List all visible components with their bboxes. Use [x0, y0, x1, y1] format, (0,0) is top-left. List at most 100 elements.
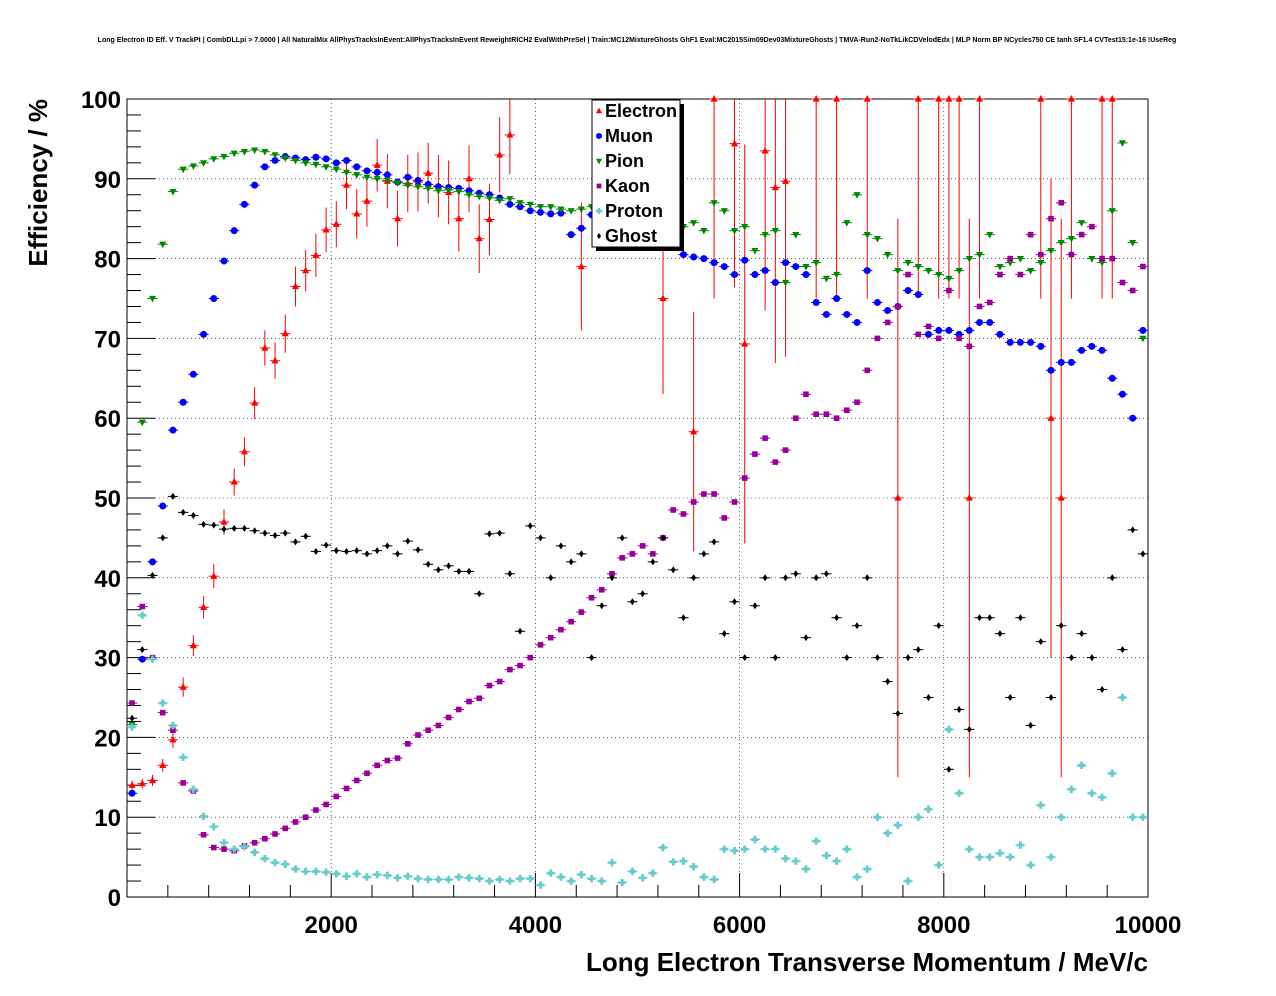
data-point-proton	[638, 874, 647, 882]
data-point-proton	[751, 835, 759, 844]
data-point-kaon	[895, 303, 901, 310]
data-point-kaon	[353, 777, 360, 784]
data-point-pion	[690, 220, 698, 227]
data-point-kaon	[568, 618, 574, 625]
data-point-proton	[996, 849, 1004, 857]
data-point-proton	[250, 848, 259, 856]
data-point-ghost	[231, 524, 237, 532]
legend-marker-electron	[596, 107, 602, 114]
data-point-pion	[363, 174, 371, 182]
data-point-proton	[1108, 769, 1116, 777]
data-point-muon	[863, 267, 871, 275]
data-point-electron	[312, 251, 320, 259]
data-point-electron	[1067, 95, 1075, 102]
data-point-ghost	[813, 574, 819, 582]
data-point-pion	[485, 195, 493, 202]
data-point-proton	[302, 867, 310, 876]
data-point-muon	[843, 310, 851, 318]
data-point-ghost	[190, 512, 196, 520]
data-point-pion	[771, 228, 779, 235]
data-point-muon	[1057, 358, 1065, 366]
data-point-pion	[159, 241, 167, 249]
x-tick-label: 10000	[1115, 912, 1182, 939]
data-point-ghost	[374, 547, 380, 555]
data-point-proton	[1057, 813, 1065, 821]
data-point-ghost	[864, 574, 870, 582]
data-point-ghost	[241, 524, 247, 532]
data-point-pion	[751, 247, 759, 255]
data-point-pion	[761, 232, 769, 239]
data-point-ghost	[823, 570, 829, 578]
data-point-pion	[700, 228, 708, 235]
data-point-electron	[149, 776, 157, 784]
data-point-ghost	[629, 598, 635, 606]
data-point-proton	[281, 860, 289, 868]
data-point-pion	[976, 251, 984, 259]
data-point-proton	[843, 845, 851, 853]
data-point-pion	[884, 251, 892, 259]
data-point-proton	[577, 870, 586, 879]
data-point-kaon	[1037, 251, 1044, 258]
data-point-electron	[169, 735, 177, 743]
data-point-pion	[782, 279, 790, 287]
data-point-ghost	[129, 714, 135, 722]
data-point-kaon	[1058, 199, 1065, 206]
data-point-kaon	[731, 499, 738, 505]
data-point-ghost	[1028, 721, 1034, 729]
data-point-proton	[649, 869, 657, 877]
y-tick-label: 20	[94, 725, 121, 752]
data-point-kaon	[302, 814, 309, 820]
data-point-proton	[1118, 693, 1127, 702]
data-point-muon	[761, 267, 769, 275]
data-point-electron	[261, 343, 269, 351]
data-point-proton	[230, 845, 238, 853]
data-point-kaon	[1027, 231, 1034, 238]
data-point-pion	[1016, 255, 1024, 263]
data-point-electron	[251, 399, 259, 406]
data-point-muon	[251, 181, 259, 189]
data-point-pion	[924, 267, 932, 275]
data-point-ghost	[936, 622, 942, 630]
data-point-muon	[935, 326, 943, 334]
data-point-kaon	[946, 287, 952, 294]
data-point-pion	[1078, 220, 1086, 227]
data-point-proton	[220, 839, 228, 847]
data-point-kaon	[251, 839, 258, 846]
data-point-ghost	[344, 547, 349, 555]
data-point-electron	[271, 356, 279, 364]
data-point-ghost	[1140, 550, 1146, 558]
data-point-pion	[1037, 259, 1045, 267]
data-point-muon	[1016, 338, 1024, 346]
data-point-muon	[1027, 338, 1035, 346]
data-point-pion	[904, 259, 912, 267]
data-point-proton	[924, 805, 933, 813]
y-tick-label: 60	[94, 406, 121, 433]
data-point-pion	[149, 295, 157, 303]
series-electron	[127, 95, 1118, 791]
data-point-pion	[935, 271, 943, 279]
data-point-electron	[741, 339, 749, 347]
data-point-pion	[383, 177, 391, 185]
data-point-proton	[935, 861, 943, 869]
data-point-proton	[914, 813, 922, 821]
data-point-ghost	[874, 654, 880, 662]
data-point-kaon	[282, 825, 289, 832]
data-point-muon	[730, 271, 738, 279]
data-point-kaon	[292, 819, 299, 825]
data-point-proton	[1016, 841, 1025, 849]
data-point-ghost	[711, 538, 717, 546]
data-point-muon	[976, 318, 984, 326]
data-point-ghost	[211, 521, 217, 529]
data-point-proton	[679, 857, 688, 865]
data-point-kaon	[547, 634, 554, 641]
data-point-proton	[659, 843, 667, 852]
data-point-proton	[261, 855, 269, 863]
data-point-pion	[1006, 259, 1014, 267]
data-point-ghost	[946, 765, 952, 773]
data-point-ghost	[1038, 638, 1044, 646]
y-axis-label: Efficiency / %	[23, 99, 53, 267]
data-point-electron	[833, 95, 841, 102]
data-point-electron	[332, 220, 340, 227]
data-point-ghost	[425, 560, 431, 568]
data-point-electron	[220, 517, 228, 525]
